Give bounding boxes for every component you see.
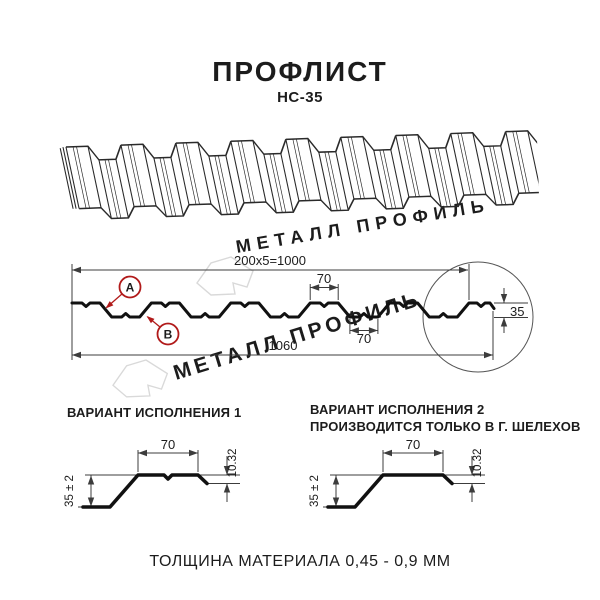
variant1-dim-70-label: 70 (161, 437, 175, 452)
variant1-extension-lines (78, 450, 240, 508)
variant1-profile-outline (81, 473, 209, 509)
cross-section-view: 200x5=1000 1060 70 70 35 (70, 253, 534, 373)
variant1-section: ВАРИАНТ ИСПОЛНЕНИЯ 1 70 10.32 35 ± 2 (64, 405, 241, 509)
dim-70-valley: 70 (349, 327, 378, 346)
dim-70-valley-label: 70 (357, 331, 371, 346)
dim-1000: 200x5=1000 (72, 253, 468, 274)
profile-code: НС-35 (277, 89, 323, 106)
variant2-subtitle: ПРОИЗВОДИТСЯ ТОЛЬКО В Г. ШЕЛЕХОВ (310, 419, 581, 434)
dim-1000-label: 200x5=1000 (234, 253, 306, 268)
dim-1060-label: 1060 (269, 338, 298, 353)
extension-lines (71, 264, 528, 360)
watermark-text: МЕТАЛЛ ПРОФИЛЬ (234, 195, 491, 257)
sheet-3d-view (59, 128, 540, 221)
callout-b-label: В (164, 328, 173, 342)
page-title: ПРОФЛИСТ (212, 56, 387, 87)
variant2-title: ВАРИАНТ ИСПОЛНЕНИЯ 2 (310, 402, 484, 417)
variant2-section: ВАРИАНТ ИСПОЛНЕНИЯ 2 ПРОИЗВОДИТСЯ ТОЛЬКО… (309, 402, 581, 509)
watermark-logo-icon (112, 359, 168, 398)
profile-outline (70, 301, 496, 319)
callout-b: В (144, 313, 180, 346)
dim-70-crest-label: 70 (317, 271, 331, 286)
variant2-dim-70-label: 70 (406, 437, 420, 452)
variant1-title: ВАРИАНТ ИСПОЛНЕНИЯ 1 (67, 405, 241, 420)
variant2-extension-lines (323, 450, 485, 508)
watermark-layer: МЕТАЛЛ ПРОФИЛЬ МЕТАЛЛ ПРОФИЛЬ (112, 195, 491, 398)
watermark-text: МЕТАЛЛ ПРОФИЛЬ (171, 287, 424, 384)
dim-1060: 1060 (72, 338, 493, 359)
callout-a: А (103, 275, 142, 311)
variant2-dim-height-label: 35 ± 2 (309, 475, 321, 507)
material-thickness-note: ТОЛЩИНА МАТЕРИАЛА 0,45 - 0,9 ММ (149, 553, 450, 570)
dim-70-crest: 70 (310, 271, 339, 291)
variant1-dim-edge-label: 10.32 (227, 449, 239, 478)
dim-35: 35 (500, 288, 524, 333)
dim-35-label: 35 (510, 304, 524, 319)
variant1-dim-height-label: 35 ± 2 (64, 475, 76, 507)
detail-circle (422, 261, 534, 373)
variant2-profile-outline (326, 473, 454, 509)
callout-a-label: А (126, 281, 135, 295)
variant2-dim-edge-label: 10.32 (472, 449, 484, 478)
